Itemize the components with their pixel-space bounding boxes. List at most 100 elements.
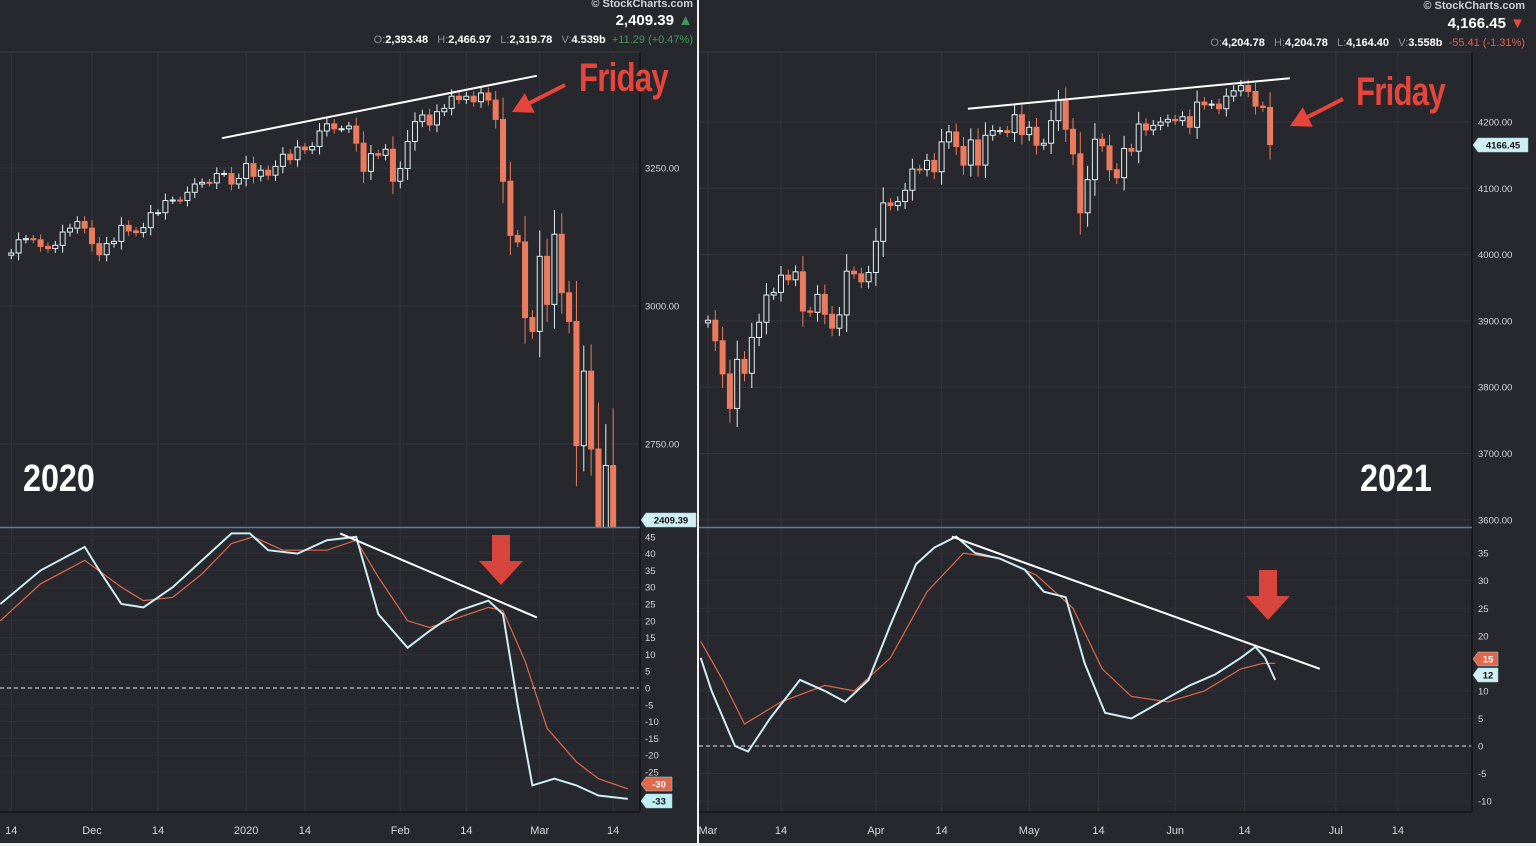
candle-up bbox=[872, 228, 879, 286]
candle-body bbox=[522, 241, 529, 319]
candle-down bbox=[1216, 98, 1222, 115]
candle-up bbox=[602, 424, 609, 527]
indicator-tick-label: 25 bbox=[1478, 604, 1489, 615]
left-price-tag-shape bbox=[640, 512, 697, 528]
candle-up bbox=[52, 240, 59, 253]
candle-body bbox=[81, 221, 88, 229]
candle-body bbox=[726, 373, 733, 409]
high-label: H: bbox=[1274, 37, 1285, 49]
candle-down bbox=[375, 149, 382, 160]
indicator-tick-label: -20 bbox=[645, 751, 659, 762]
right-last-price: 4,166.45 ▼ bbox=[1448, 15, 1525, 32]
price-tick-label: 3250.00 bbox=[645, 164, 679, 175]
left-price-tag: 2409.39 bbox=[640, 512, 697, 528]
volume-label: V: bbox=[561, 34, 572, 46]
candle-up bbox=[243, 155, 250, 187]
indicator-tick-label: 15 bbox=[645, 633, 656, 644]
indicator-tick-label: -10 bbox=[645, 717, 659, 728]
candle-down bbox=[887, 198, 894, 211]
indicator-tick-label: 25 bbox=[645, 600, 656, 611]
price-tick-label: 3800.00 bbox=[1478, 383, 1512, 394]
candle-body bbox=[89, 227, 95, 245]
candle-down bbox=[953, 123, 960, 155]
candle-up bbox=[580, 345, 587, 472]
candle-body bbox=[756, 321, 763, 338]
x-tick-label: Mar bbox=[530, 825, 549, 837]
candle-body bbox=[507, 180, 514, 236]
candle-up bbox=[382, 144, 389, 161]
candle-up bbox=[1026, 121, 1033, 141]
candle-body bbox=[712, 319, 719, 342]
candle-up bbox=[147, 204, 154, 236]
candle-up bbox=[272, 160, 279, 182]
candle-up bbox=[213, 167, 220, 190]
candle-down bbox=[712, 310, 719, 351]
x-tick-label: 14 bbox=[5, 825, 17, 837]
candle-up bbox=[1091, 123, 1098, 196]
candle-up bbox=[1230, 85, 1237, 102]
candle-up bbox=[763, 282, 770, 335]
candle-up bbox=[989, 125, 996, 141]
candle-down bbox=[500, 97, 507, 204]
volume-value: 3.558b bbox=[1408, 37, 1443, 49]
candle-down bbox=[492, 90, 499, 129]
candle-down bbox=[1172, 114, 1179, 126]
candle-down bbox=[456, 91, 462, 104]
candle-body bbox=[397, 168, 404, 182]
candle-down bbox=[1252, 83, 1259, 115]
x-tick-label: 14 bbox=[460, 825, 472, 837]
x-tick-label: Jul bbox=[1329, 825, 1343, 837]
candle-body bbox=[858, 273, 865, 283]
candle-up bbox=[279, 147, 286, 174]
candle-up bbox=[982, 122, 989, 179]
candle-body bbox=[353, 125, 360, 144]
candle-up bbox=[836, 306, 843, 337]
left-friday-arrow-icon-head bbox=[512, 93, 535, 113]
candle-body bbox=[294, 146, 301, 161]
candle-body bbox=[814, 293, 821, 313]
candle-up bbox=[1164, 114, 1171, 127]
low-value: 4,164.40 bbox=[1346, 37, 1390, 49]
low-label: L: bbox=[500, 34, 510, 46]
candle-body bbox=[1077, 153, 1084, 214]
candle-body bbox=[748, 336, 755, 374]
right-year-label: 2021 bbox=[1360, 458, 1432, 500]
right-signal-tag-text: 15 bbox=[1483, 655, 1494, 666]
price-tick-label: 4000.00 bbox=[1478, 250, 1512, 261]
candle-up bbox=[1011, 105, 1018, 142]
candle-up bbox=[478, 86, 485, 108]
candle-body bbox=[1245, 85, 1252, 93]
candle-body bbox=[389, 148, 396, 182]
open-label: O: bbox=[1210, 37, 1222, 49]
candle-body bbox=[705, 319, 711, 324]
right-signal-tag-shape bbox=[1472, 651, 1499, 667]
candle-down bbox=[931, 153, 938, 180]
indicator-tick-label: 20 bbox=[645, 616, 656, 627]
candle-down bbox=[1259, 101, 1266, 112]
candle-body bbox=[1106, 145, 1113, 171]
candle-body bbox=[1252, 91, 1259, 107]
candle-body bbox=[558, 233, 565, 294]
candle-body bbox=[829, 313, 836, 329]
candle-up bbox=[441, 104, 448, 117]
candle-body bbox=[279, 153, 286, 167]
candle-body bbox=[588, 370, 595, 450]
candle-body bbox=[1018, 114, 1025, 136]
candle-body bbox=[1084, 179, 1091, 214]
candle-body bbox=[880, 202, 887, 242]
price-tick-label: 3900.00 bbox=[1478, 316, 1512, 327]
candle-body bbox=[155, 212, 162, 215]
candle-down bbox=[610, 408, 617, 527]
candle-up bbox=[1150, 119, 1157, 136]
candle-up bbox=[345, 121, 352, 133]
candle-up bbox=[814, 285, 821, 322]
left-fast-tag-text: -33 bbox=[652, 797, 666, 808]
candle-body bbox=[1216, 103, 1222, 110]
candle-down bbox=[1201, 97, 1208, 110]
indicator-tick-label: 30 bbox=[1478, 576, 1489, 587]
candle-down bbox=[558, 213, 565, 314]
indicator-tick-label: 35 bbox=[645, 566, 656, 577]
candle-body bbox=[66, 227, 73, 233]
candle-body bbox=[118, 224, 125, 242]
candle-up bbox=[191, 178, 198, 199]
